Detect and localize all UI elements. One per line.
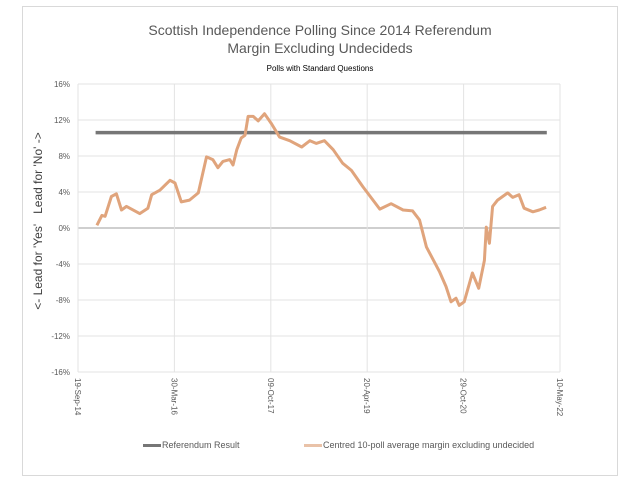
legend-label-average: Centred 10-poll average margin excluding… [323, 440, 535, 450]
y-tick-label: -12% [51, 332, 70, 341]
y-tick-label: 12% [54, 116, 70, 125]
y-tick-label: 0% [58, 224, 70, 233]
chart-title-line2: Margin Excluding Undecideds [227, 40, 413, 56]
chart-subtitle: Polls with Standard Questions [266, 64, 374, 73]
y-tick-label: -4% [56, 260, 70, 269]
legend-swatch-average [304, 443, 322, 447]
series-line-average [95, 112, 547, 307]
y-tick-label: 16% [54, 80, 70, 89]
legend-swatch-referendum [143, 443, 161, 447]
x-tick-label: 20-Apr-19 [362, 378, 371, 414]
y-tick-label: 8% [58, 152, 70, 161]
x-tick-label: 30-Mar-16 [169, 378, 178, 415]
y-tick-label: -16% [51, 368, 70, 377]
legend-item-average: Centred 10-poll average margin excluding… [304, 440, 534, 450]
legend-label-referendum: Referendum Result [162, 440, 240, 450]
legend-item-referendum: Referendum Result [143, 440, 240, 450]
x-tick-label: 10-May-22 [555, 378, 564, 417]
x-tick-label: 19-Sep-14 [73, 378, 82, 416]
y-tick-label: 4% [58, 188, 70, 197]
x-tick-label: 09-Oct-17 [266, 378, 275, 414]
x-tick-label: 29-Oct-20 [459, 378, 468, 414]
chart-frame [22, 6, 618, 476]
chart-title: Scottish Independence Polling Since 2014… [148, 22, 492, 38]
y-tick-label: -8% [56, 296, 70, 305]
